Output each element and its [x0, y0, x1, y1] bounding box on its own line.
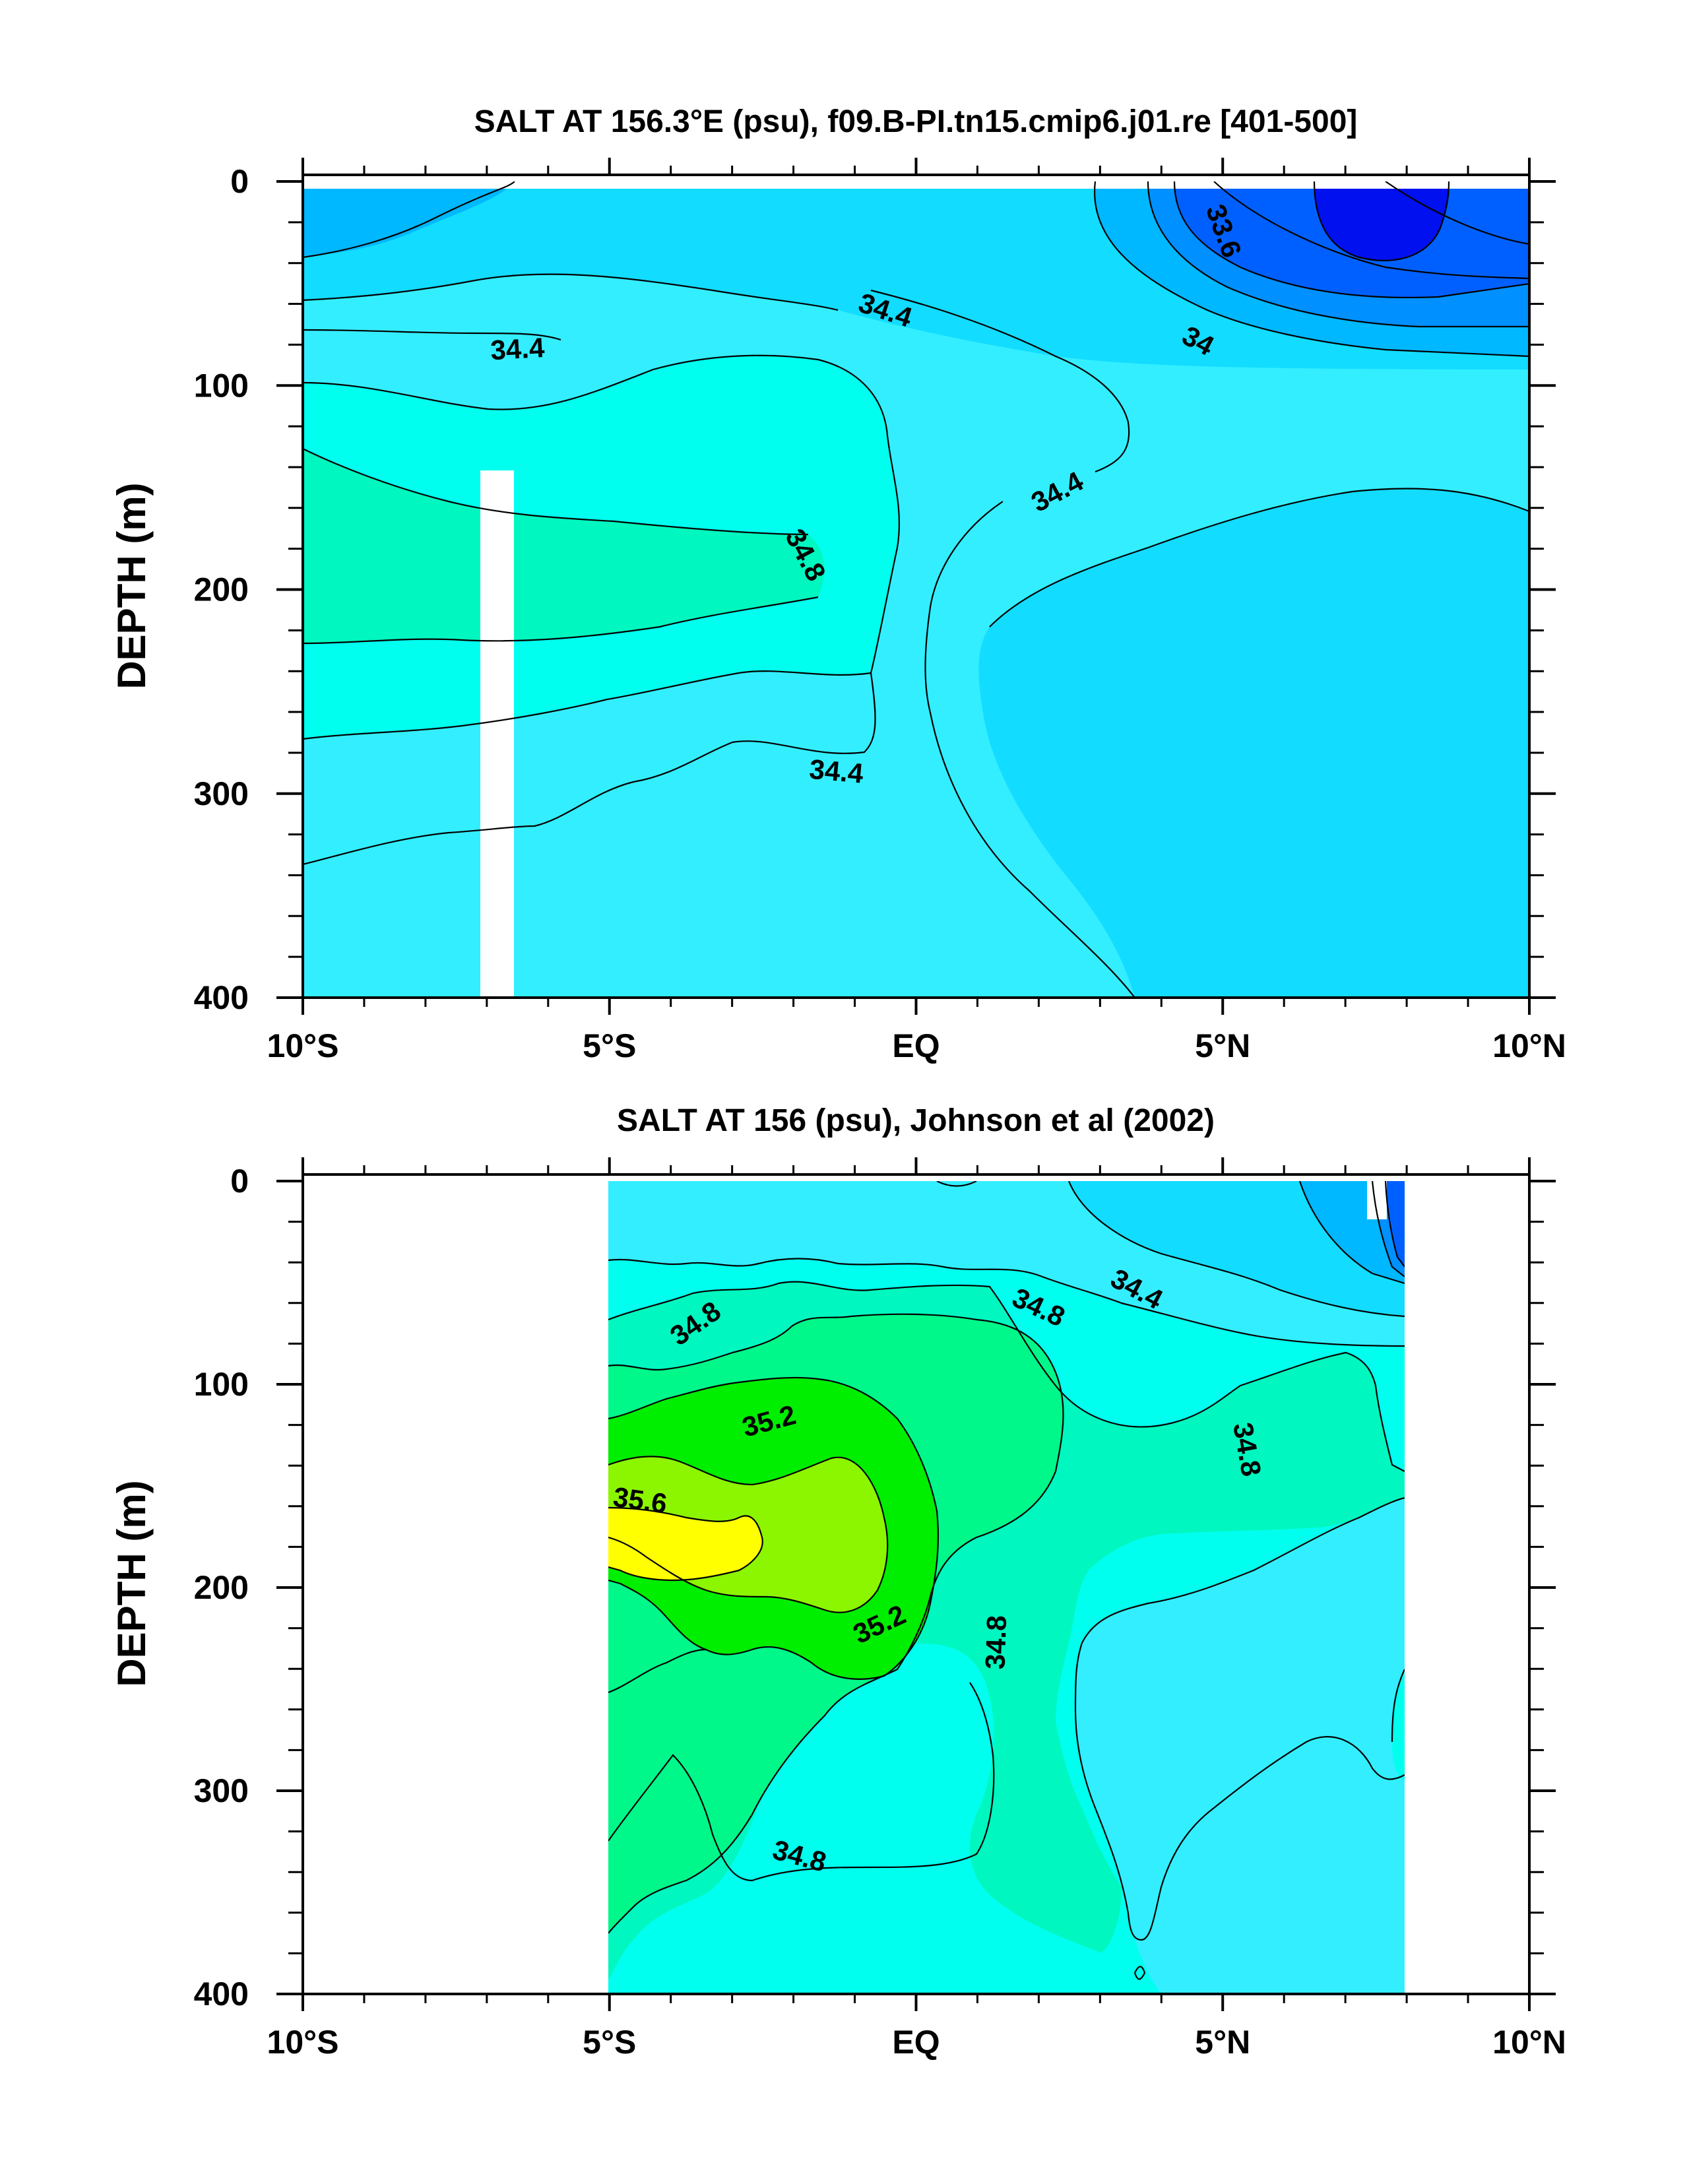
y-tick-label: 100	[194, 1366, 249, 1403]
x-tick-label: 5°N	[1195, 2024, 1250, 2061]
contour-label: 34.8	[979, 1615, 1012, 1669]
panel-2-axes: 10°S 5°S EQ 5°N 10°N 0 100 200 300 400	[194, 1157, 1566, 2061]
x-tick-label: 5°S	[583, 2024, 636, 2061]
y-tick-label: 0	[230, 163, 249, 200]
missing-data-surface-strip	[303, 181, 1529, 189]
x-tick-label: EQ	[892, 1027, 940, 1064]
x-tick-label: 10°N	[1492, 2024, 1566, 2061]
x-tick-label: EQ	[892, 2024, 940, 2061]
panel-1-title: SALT AT 156.3°E (psu), f09.B-PI.tn15.cmi…	[474, 104, 1358, 139]
contour-label: 35.6	[611, 1481, 668, 1520]
y-tick-label: 200	[194, 1569, 249, 1606]
x-tick-label: 5°S	[583, 1027, 636, 1064]
panel-1-contour-lines	[303, 181, 1529, 998]
x-tick-label: 10°S	[267, 2024, 339, 2061]
panel-1-axes: 10°S 5°S EQ 5°N 10°N 0 100 200 300 400	[194, 158, 1566, 1064]
y-tick-label: 400	[194, 1975, 249, 2012]
salinity-band-below-33.6	[1314, 181, 1449, 261]
x-tick-label: 10°S	[267, 1027, 339, 1064]
salinity-band-33.6-33.8	[1386, 1181, 1405, 1267]
y-tick-label: 0	[230, 1163, 249, 1200]
panel-2-contour-fill	[608, 1181, 1405, 1994]
y-tick-label: 200	[194, 571, 249, 608]
y-tick-label: 400	[194, 979, 249, 1016]
salinity-band-34.4-34.6-deep-left	[303, 826, 534, 998]
salinity-band-34.4-34.6-deep-right	[1075, 1498, 1405, 1994]
contour-label: 34.4	[490, 332, 546, 366]
salinity-band-35.6-35.8	[608, 1508, 763, 1580]
panel-1-ylabel: DEPTH (m)	[110, 482, 154, 689]
y-tick-label: 100	[194, 367, 249, 404]
x-tick-label: 10°N	[1492, 1027, 1566, 1064]
panel-1-contour-fill	[303, 181, 1529, 998]
missing-data-column	[480, 470, 514, 998]
contour-label: 34.4	[808, 754, 865, 789]
panel-2-contour-lines	[608, 1181, 1405, 1980]
y-tick-label: 300	[194, 1772, 249, 1809]
panel-2-title: SALT AT 156 (psu), Johnson et al (2002)	[617, 1103, 1215, 1138]
x-tick-label: 5°N	[1195, 1027, 1250, 1064]
y-tick-label: 300	[194, 775, 249, 812]
salinity-band-34.0-34.2-left	[303, 181, 515, 256]
salinity-band-34.8-35.0	[303, 449, 825, 643]
panel-2-ylabel: DEPTH (m)	[110, 1480, 154, 1686]
salinity-band-34.2-34.4-deep	[978, 488, 1529, 998]
panel-2: SALT AT 156 (psu), Johnson et al (2002)	[110, 1103, 1566, 2061]
panel-1: SALT AT 156.3°E (psu), f09.B-PI.tn15.cmi…	[110, 104, 1566, 1064]
